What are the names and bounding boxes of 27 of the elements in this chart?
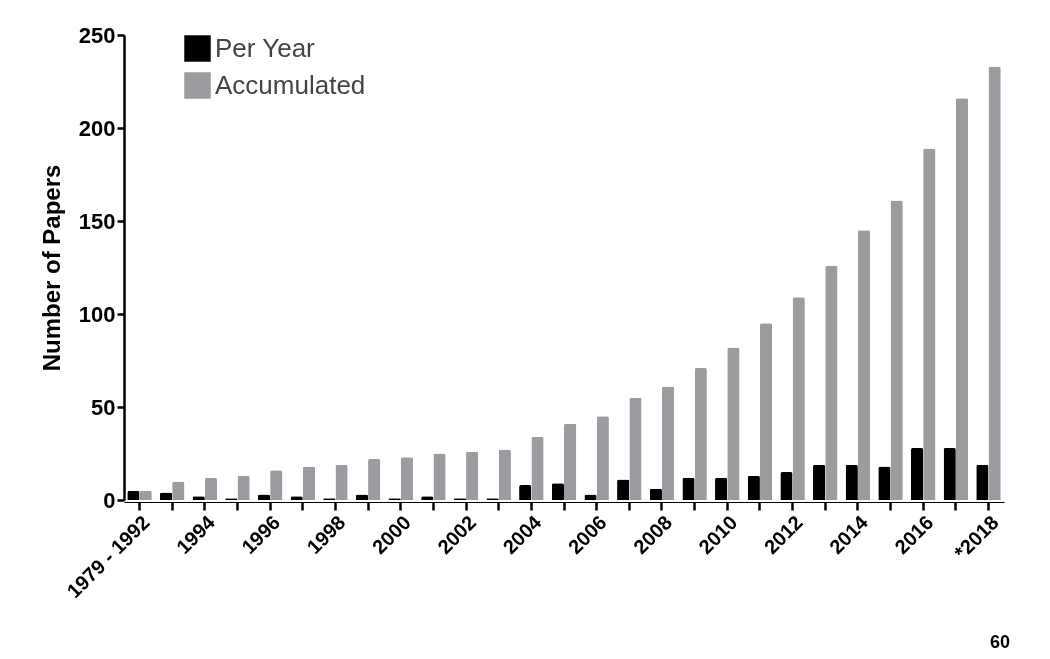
y-tick-label: 100 <box>78 301 116 327</box>
y-axis-title: Number of Papers <box>37 164 65 372</box>
bar <box>551 483 564 500</box>
bar <box>661 386 675 500</box>
y-tick-label: 0 <box>103 487 116 513</box>
bar <box>955 98 969 500</box>
y-tick-label: 200 <box>78 115 116 141</box>
bar <box>302 466 316 500</box>
bar <box>759 323 773 500</box>
bar <box>890 200 903 500</box>
legend-label: Accumulated <box>215 69 366 100</box>
bar <box>857 230 871 500</box>
y-tick-label: 150 <box>78 208 116 234</box>
bar <box>988 66 1001 500</box>
y-tick-label: 250 <box>78 22 116 48</box>
bar <box>694 367 707 500</box>
bar <box>204 477 218 500</box>
text: 60 <box>989 632 1010 653</box>
bar <box>159 492 173 500</box>
bar <box>727 347 740 500</box>
bar <box>923 148 936 500</box>
legend-label: Per Year <box>215 32 316 63</box>
bar <box>564 423 577 500</box>
bar <box>812 464 826 500</box>
bar <box>910 447 924 500</box>
y-tick-label: 50 <box>91 394 116 420</box>
bar <box>825 265 838 500</box>
